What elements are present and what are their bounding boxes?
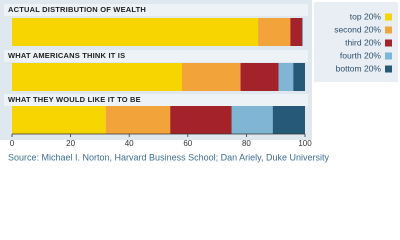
legend-swatch: [385, 26, 392, 34]
source: Source: Michael I. Norton, Harvard Busin…: [8, 152, 329, 162]
bar-segment: [272, 106, 305, 134]
bar-segment: [181, 63, 241, 91]
bar-segment: [170, 106, 232, 134]
legend-swatch: [385, 39, 392, 47]
bar-segment: [12, 63, 182, 91]
bar-segment: [278, 63, 294, 91]
chart: Source: Michael I. Norton, Harvard Busin…: [0, 0, 398, 162]
bar-segment: [240, 63, 279, 91]
legend-swatch: [385, 13, 392, 21]
x-tick-label: 80: [242, 139, 251, 148]
legend-label: second 20%: [334, 24, 381, 34]
x-tick-label: 100: [298, 139, 312, 148]
label-band: [4, 94, 308, 106]
bar-segment: [293, 63, 305, 91]
category-label: WHAT AMERICANS THINK IT IS: [8, 51, 125, 60]
legend-background: [314, 2, 398, 82]
bar-segment: [290, 18, 303, 46]
x-tick-label: 0: [10, 139, 15, 148]
x-tick-label: 20: [66, 139, 75, 148]
legend-label: bottom 20%: [336, 63, 382, 73]
label-band: [4, 50, 308, 62]
legend-label: top 20%: [350, 11, 382, 21]
legend-swatch: [385, 52, 392, 60]
legend-label: fourth 20%: [340, 50, 382, 60]
x-tick-label: 40: [125, 139, 134, 148]
bar-segment: [12, 106, 106, 134]
legend-label: third 20%: [345, 37, 381, 47]
x-tick-label: 60: [183, 139, 192, 148]
category-label: ACTUAL DISTRIBUTION OF WEALTH: [8, 5, 146, 14]
bar-segment: [302, 18, 303, 46]
category-label: WHAT THEY WOULD LIKE IT TO BE: [8, 95, 141, 104]
label-band: [4, 4, 308, 16]
bar-segment: [258, 18, 291, 46]
bar-segment: [12, 18, 259, 46]
bar-segment: [105, 106, 171, 134]
bar-segment: [231, 106, 273, 134]
legend-swatch: [385, 65, 392, 73]
